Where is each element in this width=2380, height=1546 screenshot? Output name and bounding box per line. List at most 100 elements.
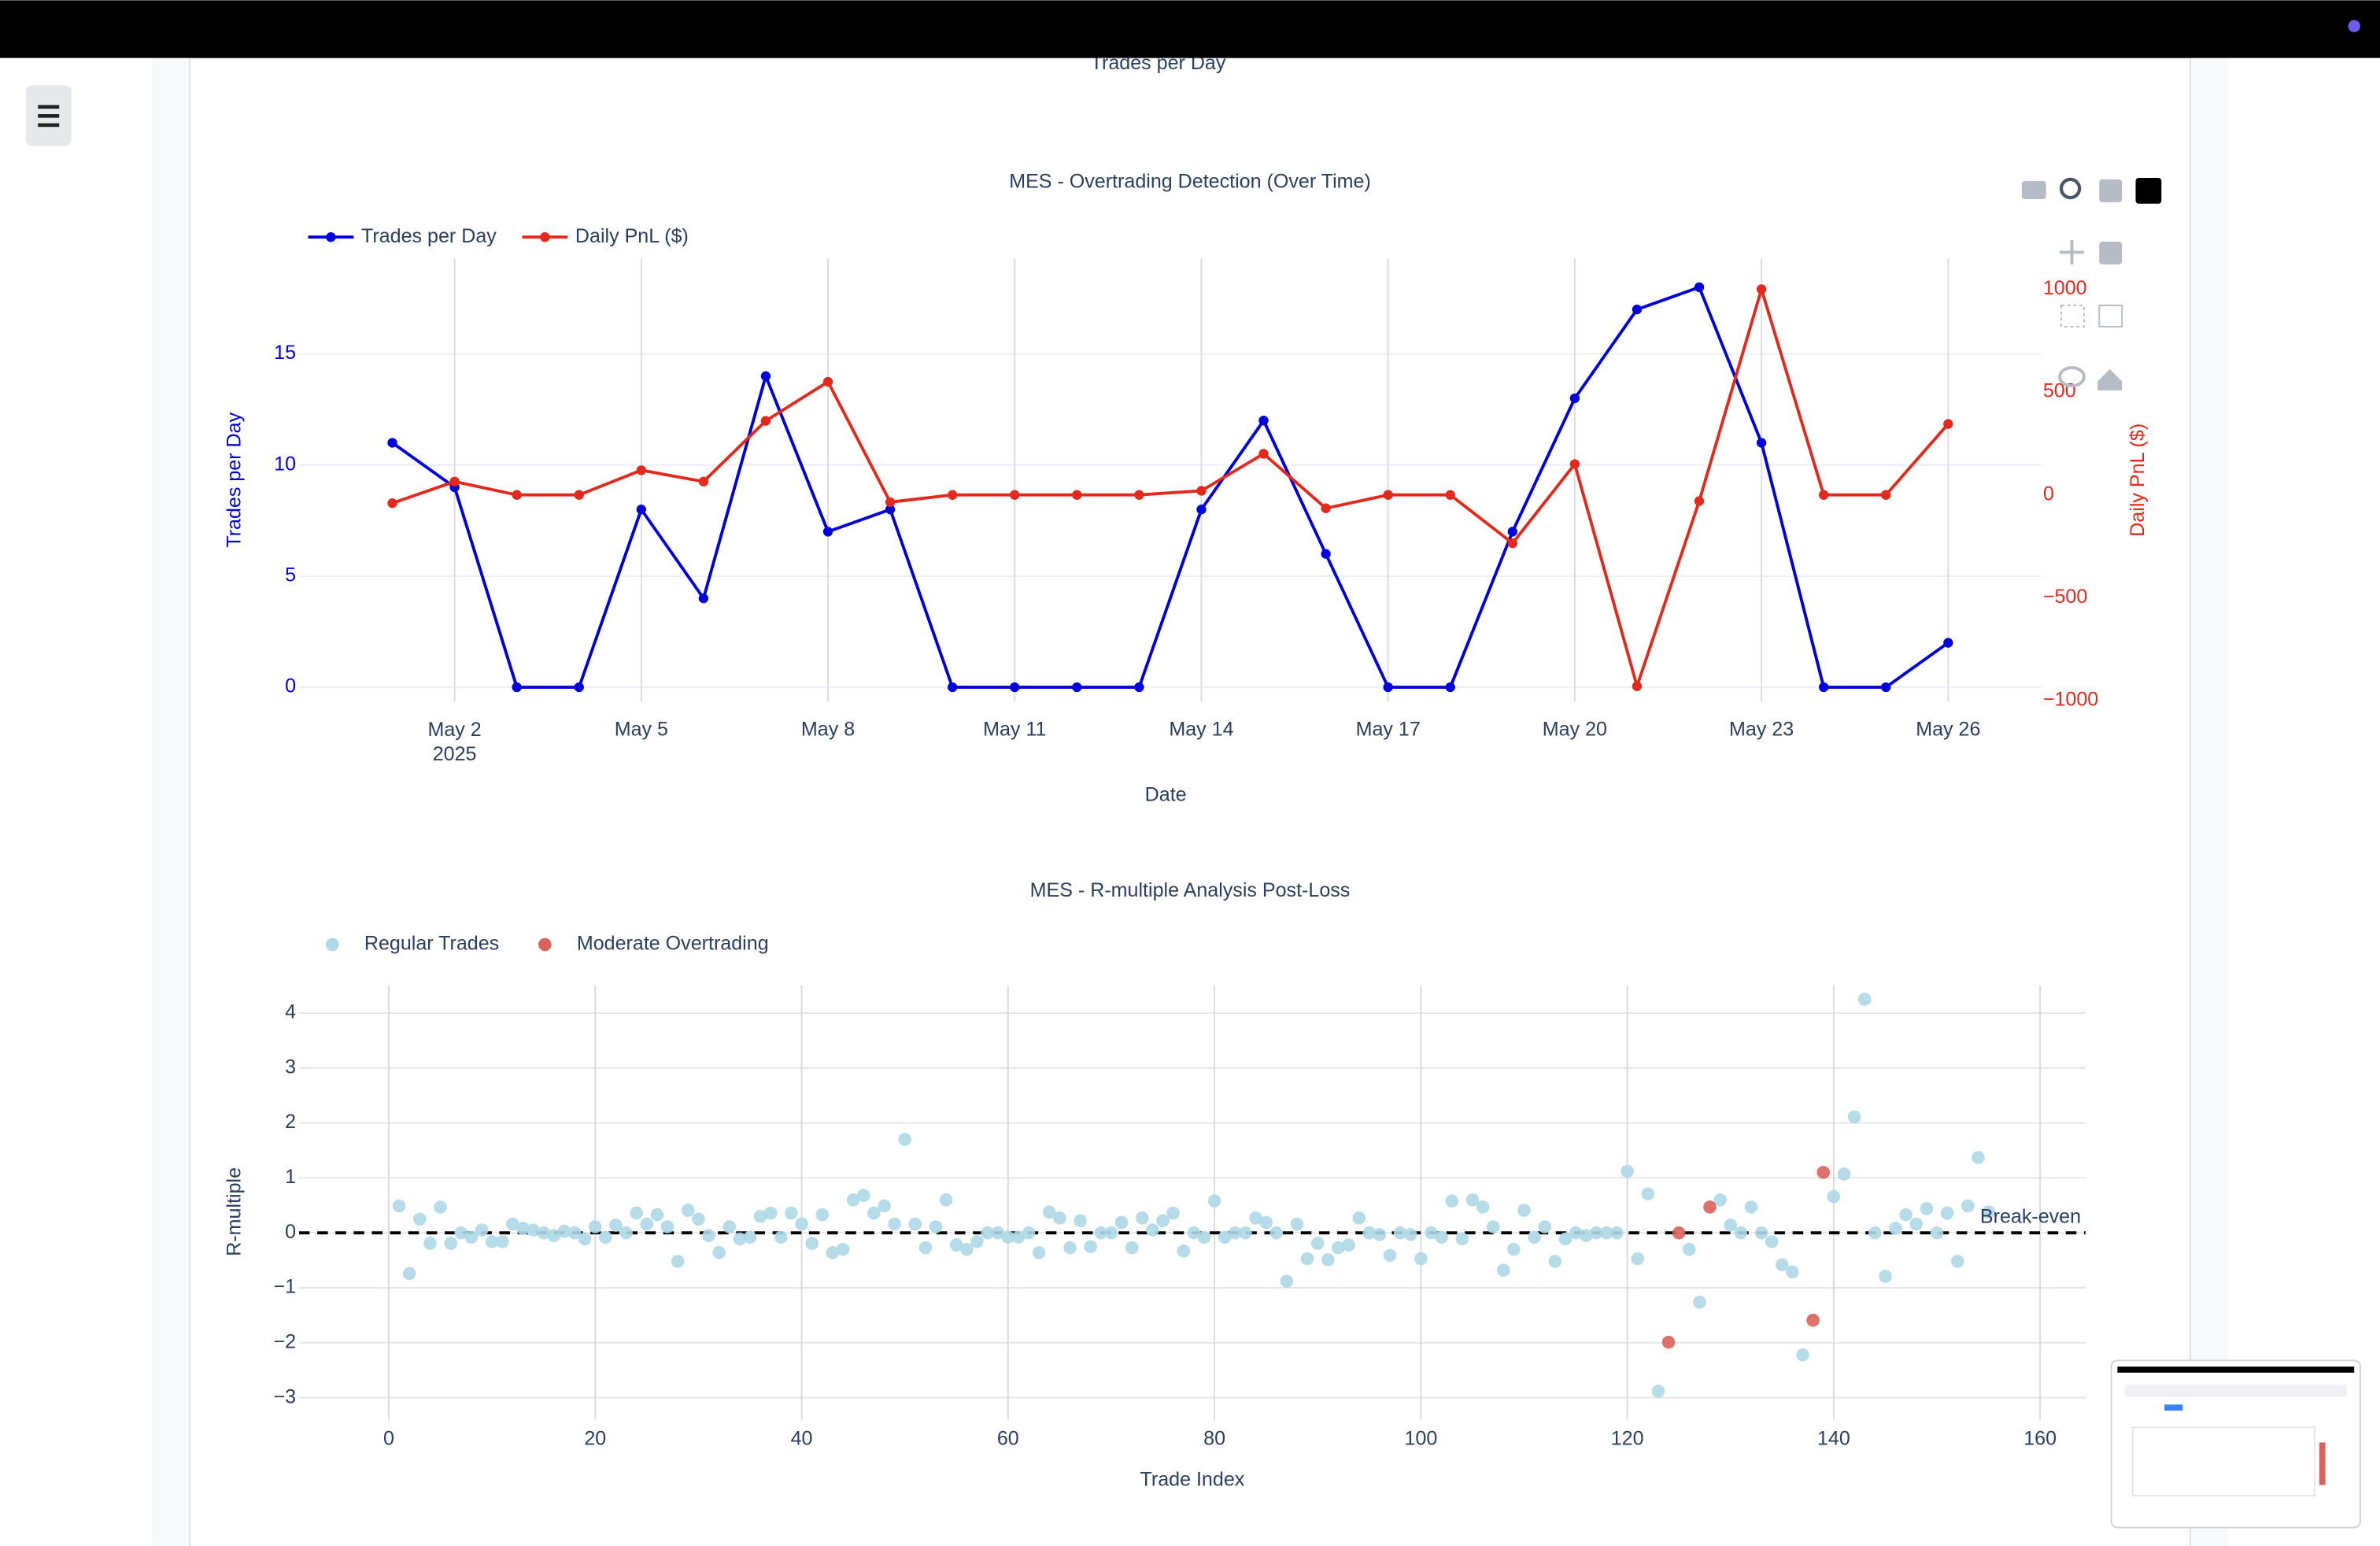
data-point <box>1258 449 1269 459</box>
box-select-icon[interactable] <box>2060 305 2085 327</box>
data-point <box>885 497 896 508</box>
camera-icon[interactable] <box>2021 180 2046 199</box>
scatter-point <box>444 1237 457 1250</box>
data-point <box>1694 282 1705 293</box>
scatter-point <box>413 1212 427 1226</box>
y2-tick-label: 0 <box>2043 483 2054 505</box>
x-tick-label: 0 <box>383 1427 394 1449</box>
data-point <box>1632 681 1643 691</box>
data-point <box>1010 682 1020 693</box>
y-axis-title: R-multiple <box>224 1167 246 1256</box>
scatter-point <box>1982 1205 1995 1219</box>
data-point <box>387 438 397 448</box>
y2-axis-title: Daily PnL ($) <box>2127 423 2149 537</box>
legend-label: Moderate Overtrading <box>577 933 769 955</box>
scatter-point <box>1641 1187 1655 1200</box>
scatter-point <box>557 1224 571 1238</box>
scatter-point <box>1332 1241 1345 1255</box>
x-tick-label: May 14 <box>1169 719 1233 741</box>
scatter-point <box>1425 1226 1438 1240</box>
y-tick-label: 2 <box>285 1111 296 1133</box>
y-tick-label: 0 <box>285 1221 296 1243</box>
data-point <box>1569 393 1580 404</box>
scatter-point <box>578 1232 592 1246</box>
scatter-point <box>898 1133 911 1146</box>
pan-icon[interactable] <box>2060 240 2084 264</box>
scatter-point <box>918 1241 933 1255</box>
y-tick-label: 1 <box>285 1166 296 1188</box>
scatter-point <box>692 1212 705 1226</box>
lasso-icon[interactable] <box>2058 366 2086 388</box>
zoom-icon[interactable] <box>2059 177 2082 200</box>
menu-button[interactable] <box>25 85 72 146</box>
scatter-point <box>1693 1295 1706 1309</box>
legend-label: Trades per Day <box>361 225 497 247</box>
plotly-logo[interactable] <box>2135 178 2162 204</box>
legend-item[interactable]: Daily PnL ($) <box>522 225 689 247</box>
scatter-point <box>939 1193 953 1207</box>
zoom-in-icon[interactable] <box>2099 179 2123 202</box>
modebar[interactable] <box>2021 177 2162 390</box>
scatter-point <box>970 1235 984 1248</box>
legend-item[interactable]: Moderate Overtrading <box>538 933 769 955</box>
data-point <box>1134 490 1144 500</box>
scatter-point <box>1125 1241 1139 1255</box>
x-tick-label: May 26 <box>1916 719 1980 741</box>
data-line <box>391 285 1949 689</box>
home-icon[interactable] <box>2097 369 2123 390</box>
data-point <box>760 371 771 381</box>
scatter-point <box>640 1217 654 1231</box>
scatter-point <box>1280 1274 1294 1288</box>
scatter-point <box>1868 1226 1882 1240</box>
scatter-point <box>929 1220 943 1233</box>
y-tick-label: 0 <box>285 675 296 697</box>
scatter-point <box>1136 1211 1149 1225</box>
x-tick-label: 160 <box>2023 1427 2057 1449</box>
scatter-point <box>867 1206 881 1220</box>
chart-title: MES - Overtrading Detection (Over Time) <box>1009 170 1371 192</box>
legend-item[interactable]: Regular Trades <box>326 933 499 955</box>
scatter-point <box>464 1230 479 1245</box>
data-point <box>1321 549 1331 559</box>
data-point <box>948 490 958 500</box>
scatter-point <box>1053 1211 1066 1225</box>
scatter-point <box>1269 1226 1284 1240</box>
scatter-point <box>1517 1204 1531 1217</box>
scatter-point <box>1806 1313 1820 1327</box>
scatter-point <box>1920 1202 1934 1215</box>
scatter-point <box>485 1235 499 1248</box>
data-point <box>760 416 771 426</box>
scatter-point <box>588 1220 602 1233</box>
scatter-point <box>599 1230 612 1245</box>
data-point <box>1445 682 1455 693</box>
scatter-point <box>1765 1235 1779 1248</box>
scatter-point <box>454 1226 468 1240</box>
scatter-point <box>1879 1270 1892 1283</box>
scatter-point <box>1321 1253 1335 1267</box>
data-point <box>1445 490 1455 500</box>
scatter-point <box>434 1200 447 1214</box>
y-tick-label: 4 <box>285 1001 296 1023</box>
legend-item[interactable]: Trades per Day <box>308 225 497 247</box>
scatter-point <box>1249 1211 1262 1225</box>
legend-marker <box>326 938 339 952</box>
scatter-point <box>1744 1200 1758 1214</box>
scatter-point <box>1042 1205 1056 1219</box>
scatter-point <box>1538 1220 1552 1233</box>
scatter-point <box>1600 1226 1613 1240</box>
scatter-point <box>1786 1265 1799 1279</box>
scatter-point <box>1930 1226 1944 1240</box>
data-point <box>1819 682 1829 693</box>
data-point <box>1819 490 1829 500</box>
scatter-point <box>1672 1226 1686 1240</box>
scatter-point <box>1496 1263 1510 1277</box>
top-bar <box>0 0 2380 58</box>
autoscale-icon[interactable] <box>2098 305 2123 327</box>
zoom-out-icon[interactable] <box>2099 242 2123 264</box>
scatter-point <box>1465 1193 1480 1207</box>
y2-tick-label: −500 <box>2043 586 2087 608</box>
y-tick-label: −2 <box>273 1330 296 1352</box>
legend-label: Daily PnL ($) <box>575 225 689 247</box>
minimap[interactable] <box>2110 1359 2361 1529</box>
scatter-point <box>753 1209 767 1223</box>
